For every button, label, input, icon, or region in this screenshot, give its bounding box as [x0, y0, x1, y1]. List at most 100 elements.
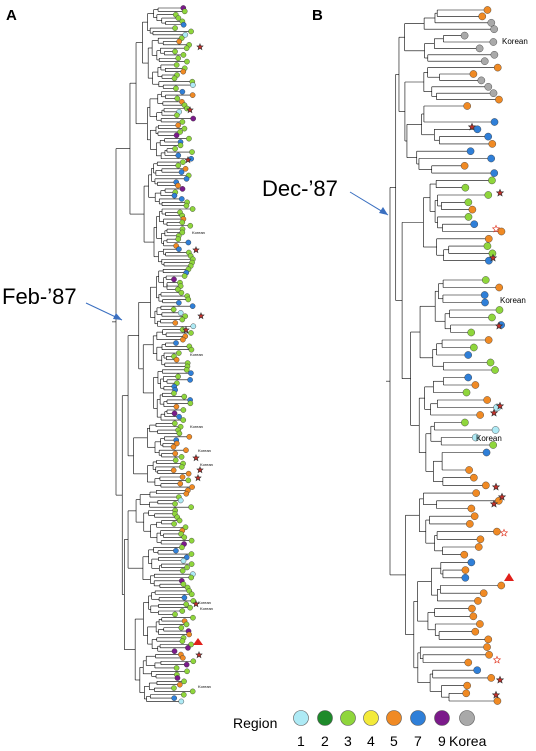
panel-b-star-marker: [495, 675, 505, 684]
panel-a-leaf-marker: [179, 544, 185, 551]
panel-b-leaf-marker: [484, 234, 493, 243]
panel-a-star-marker: [186, 105, 194, 114]
panel-a-leaf-marker: [173, 85, 179, 92]
panel-b-leaf-marker: [473, 666, 482, 675]
panel-b-leaf-marker: [484, 83, 493, 91]
panel-b-leaf-marker: [484, 635, 493, 644]
panel-b-leaf-marker: [476, 535, 485, 544]
panel-b-triangle-marker: [504, 573, 514, 581]
panel-b-label-korean-2: Korean: [500, 296, 526, 305]
panel-b-leaf-marker: [480, 291, 489, 299]
panel-a-star-marker: [196, 42, 204, 51]
panel-b-leaf-marker: [470, 473, 478, 482]
panel-a-leaf-marker: [181, 678, 187, 685]
panel-a-leaf-marker: [185, 239, 192, 246]
panel-b-leaf-marker: [467, 504, 476, 513]
panel-b-leaf-marker: [464, 213, 473, 221]
panel-b-leaf-marker: [497, 581, 506, 590]
panel-a-leaf-marker: [180, 557, 187, 564]
panel-a-leaf-marker: [171, 276, 177, 283]
panel-b-label-korean-3: Korean: [476, 434, 502, 443]
panel-a-leaf-marker: [178, 464, 185, 470]
legend-label-2: 2: [321, 733, 329, 749]
panel-a-leaf-marker: [184, 564, 190, 571]
panel-b-leaf-marker: [489, 441, 497, 449]
panel-a-leaf-marker: [173, 547, 179, 554]
panel-b-leaf-marker: [485, 256, 493, 265]
panel-b-annotation: Dec-’87: [262, 176, 338, 201]
legend-swatch-3: [340, 710, 356, 726]
panel-b-leaf-marker: [466, 520, 474, 528]
panel-b-leaf-marker: [467, 558, 476, 567]
panel-a-leaf-marker: [179, 608, 186, 614]
panel-a-leaf-marker: [181, 273, 188, 279]
panel-a-arrowhead: [113, 313, 122, 320]
panel-a-leaf-marker: [179, 119, 186, 125]
panel-b-leaf-marker: [476, 411, 484, 419]
panel-b-leaf-marker: [479, 589, 488, 598]
panel-a-label-korean-1: Korean: [192, 230, 205, 235]
panel-a-leaf-marker: [190, 614, 196, 621]
panel-b-leaf-marker: [487, 154, 495, 163]
panel-a-star-marker: [192, 245, 200, 254]
panel-a-leaf-marker: [179, 186, 186, 192]
panel-a-leaf-marker: [178, 289, 185, 296]
panel-b-leaf-marker: [471, 381, 480, 389]
panel-a-leaf-marker: [175, 162, 182, 169]
panel-a-leaf-marker: [173, 440, 180, 447]
legend-label-7: 7: [414, 733, 422, 749]
panel-a-leaf-marker: [186, 135, 192, 142]
panel-b-leaf-marker: [469, 70, 478, 78]
panel-a-leaf-marker: [175, 373, 181, 380]
panel-a-leaf-marker: [180, 159, 186, 165]
panel-a-leaf-marker: [175, 55, 182, 62]
panel-b-arrowhead: [379, 207, 388, 215]
panel-a-leaf-marker: [172, 145, 178, 152]
panel-a-leaf-marker: [172, 25, 178, 31]
legend-label-korea: Korea: [449, 733, 487, 749]
panel-b-leaf-marker: [468, 604, 476, 613]
panel-b-leaf-marker: [493, 527, 501, 536]
panel-a-leaf-marker: [189, 484, 195, 490]
panel-b-leaf-marker: [464, 351, 472, 359]
panel-b-star-marker: [488, 253, 498, 262]
panel-b-leaf-marker: [467, 328, 476, 337]
panel-b-star-marker: [489, 408, 499, 417]
panel-b-leaf-marker: [461, 183, 470, 192]
panel-a-leaf-marker: [178, 698, 185, 705]
panel-a-leaf-marker: [190, 82, 196, 88]
panel-a-leaf-marker: [180, 691, 187, 698]
panel-a-leaf-marker: [189, 92, 196, 98]
panel-b-leaf-marker: [490, 51, 499, 59]
panel-a-leaf-marker: [183, 447, 189, 454]
panel-a-leaf-marker: [176, 413, 182, 420]
panel-a-leaf-marker: [181, 393, 188, 400]
panel-b-leaf-marker: [477, 76, 486, 85]
panel-b-leaf-marker: [481, 276, 490, 284]
panel-a-leaf-marker: [178, 196, 185, 202]
panel-b-leaf-marker: [470, 512, 479, 521]
panel-a-star-marker: [192, 599, 200, 608]
panel-a-leaf-marker: [172, 48, 178, 55]
panel-a-leaf-marker: [186, 433, 193, 440]
panel-a-leaf-marker: [171, 648, 178, 655]
panel-b-leaf-marker: [465, 466, 473, 474]
panel-a-leaf-marker: [180, 581, 187, 588]
panel-a-leaf-marker: [188, 574, 195, 581]
panel-a-leaf-marker: [177, 480, 184, 487]
panel-b-leaf-marker: [474, 543, 483, 551]
legend-label-1: 1: [297, 733, 305, 749]
panel-a-leaf-marker: [173, 403, 180, 410]
panel-a-leaf-marker: [177, 497, 184, 504]
panel-a-leaf-marker: [173, 132, 180, 139]
panel-a-leaf-marker: [173, 62, 180, 68]
panel-a-leaf-marker: [185, 477, 192, 484]
panel-a-leaf-marker: [175, 122, 181, 129]
panel-a-leaf-marker: [171, 75, 178, 82]
legend-swatch-2: [317, 710, 333, 726]
panel-a-label-korean-3: Korean: [190, 424, 203, 429]
panel-a-leaf-marker: [175, 15, 182, 21]
panel-b-leaf-marker: [462, 689, 471, 698]
panel-a-leaf-marker: [179, 219, 186, 226]
panel-a-leaf-marker: [190, 115, 197, 122]
